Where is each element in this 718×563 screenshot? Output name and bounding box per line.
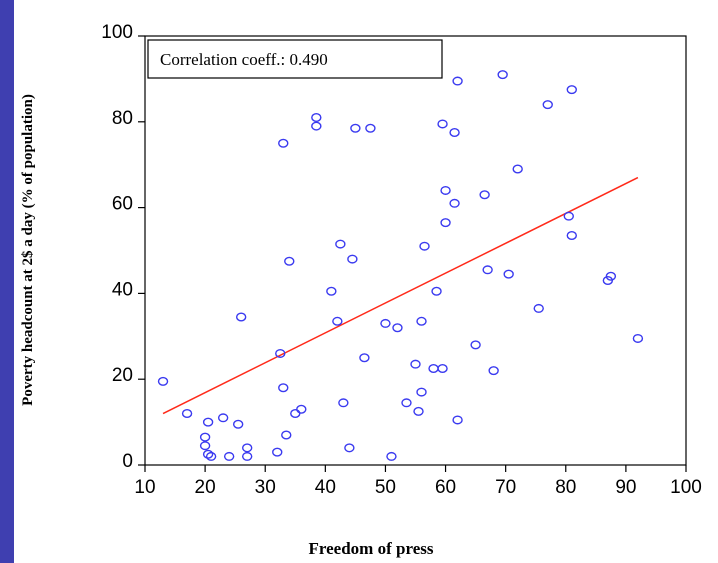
data-point bbox=[284, 256, 295, 266]
data-point bbox=[347, 254, 358, 264]
data-point bbox=[217, 413, 229, 423]
x-tick-label: 80 bbox=[555, 477, 576, 498]
data-point bbox=[202, 417, 214, 427]
y-tick-label: 40 bbox=[112, 279, 133, 300]
data-point bbox=[344, 443, 355, 453]
data-point bbox=[632, 333, 644, 343]
annotation-text: Correlation coeff.: 0.490 bbox=[160, 50, 328, 69]
data-point bbox=[542, 100, 553, 110]
y-tick-label: 20 bbox=[112, 365, 133, 386]
data-point bbox=[503, 269, 514, 279]
chart-panel: 10 20 30 40 50 60 70 80 90 100 0 20 40 60 80 100 Correl… bbox=[14, 0, 718, 563]
data-point bbox=[311, 113, 322, 123]
y-tick-label: 60 bbox=[112, 194, 133, 215]
data-point bbox=[440, 218, 451, 228]
data-point bbox=[533, 303, 544, 313]
data-point bbox=[566, 85, 577, 95]
data-point bbox=[416, 316, 427, 326]
data-point bbox=[157, 376, 169, 386]
data-point bbox=[497, 70, 508, 80]
data-point bbox=[380, 318, 391, 328]
data-point bbox=[335, 239, 346, 249]
scatter-chart: 10 20 30 40 50 60 70 80 90 100 0 20 40 60 80 100 Correl… bbox=[20, 22, 702, 558]
data-point bbox=[275, 348, 286, 358]
annotation-box bbox=[147, 39, 443, 79]
data-point bbox=[437, 363, 448, 373]
data-point bbox=[296, 404, 307, 414]
x-tick-label: 100 bbox=[670, 477, 702, 498]
data-point bbox=[241, 443, 253, 453]
x-axis-title: Freedom of press bbox=[309, 539, 434, 558]
data-point bbox=[413, 406, 424, 416]
x-tick-label: 10 bbox=[134, 477, 155, 498]
data-point bbox=[401, 398, 412, 408]
data-point bbox=[470, 340, 481, 350]
y-tick-label: 0 bbox=[122, 451, 133, 472]
x-tick-label: 70 bbox=[495, 477, 516, 498]
data-point bbox=[278, 383, 289, 393]
plot-frame bbox=[144, 35, 687, 466]
y-tick-label: 80 bbox=[112, 108, 133, 129]
data-point bbox=[512, 164, 523, 174]
data-point bbox=[332, 316, 343, 326]
data-point bbox=[281, 430, 292, 440]
data-point bbox=[199, 441, 211, 451]
data-point bbox=[419, 241, 430, 251]
x-tick-label: 20 bbox=[195, 477, 216, 498]
data-point bbox=[359, 353, 370, 363]
data-point bbox=[311, 121, 322, 131]
x-tick-label: 50 bbox=[375, 477, 396, 498]
data-point bbox=[428, 363, 439, 373]
data-point bbox=[235, 312, 247, 322]
data-point bbox=[488, 366, 499, 376]
y-tick-label: 100 bbox=[101, 22, 133, 43]
data-point bbox=[437, 119, 448, 129]
y-axis-title: Poverty headcount at 2$ a day (% of popu… bbox=[20, 94, 36, 406]
data-point bbox=[278, 138, 289, 148]
data-point bbox=[431, 286, 442, 296]
trend-line bbox=[162, 176, 639, 415]
tick-labels: 10 20 30 40 50 60 70 80 90 100 0 20 40 60 80 100 bbox=[101, 22, 702, 498]
data-point bbox=[232, 419, 244, 429]
data-point bbox=[392, 323, 403, 333]
data-point bbox=[199, 432, 211, 442]
data-point bbox=[202, 449, 214, 459]
x-tick-label: 60 bbox=[435, 477, 456, 498]
data-point bbox=[223, 451, 235, 461]
correlation-annotation: Correlation coeff.: 0.490 bbox=[147, 39, 443, 79]
data-point bbox=[452, 76, 463, 86]
data-point bbox=[181, 409, 193, 419]
data-point bbox=[479, 190, 490, 200]
data-points bbox=[157, 70, 644, 461]
data-point bbox=[365, 123, 376, 133]
data-point bbox=[482, 265, 493, 275]
data-point bbox=[350, 123, 361, 133]
data-point bbox=[449, 198, 460, 208]
data-point bbox=[440, 185, 451, 195]
data-point bbox=[605, 271, 617, 281]
data-point bbox=[410, 359, 421, 369]
data-point bbox=[386, 451, 397, 461]
data-point bbox=[338, 398, 349, 408]
data-point bbox=[566, 230, 577, 240]
data-point bbox=[241, 451, 253, 461]
data-point bbox=[452, 415, 463, 425]
axes bbox=[138, 35, 687, 472]
data-point bbox=[272, 447, 283, 457]
data-point bbox=[326, 286, 337, 296]
data-point bbox=[290, 409, 301, 419]
data-point bbox=[416, 387, 427, 397]
x-tick-label: 30 bbox=[255, 477, 276, 498]
data-point bbox=[449, 128, 460, 138]
data-point bbox=[563, 211, 574, 221]
x-tick-label: 90 bbox=[615, 477, 636, 498]
x-tick-label: 40 bbox=[315, 477, 336, 498]
data-point bbox=[205, 451, 217, 461]
